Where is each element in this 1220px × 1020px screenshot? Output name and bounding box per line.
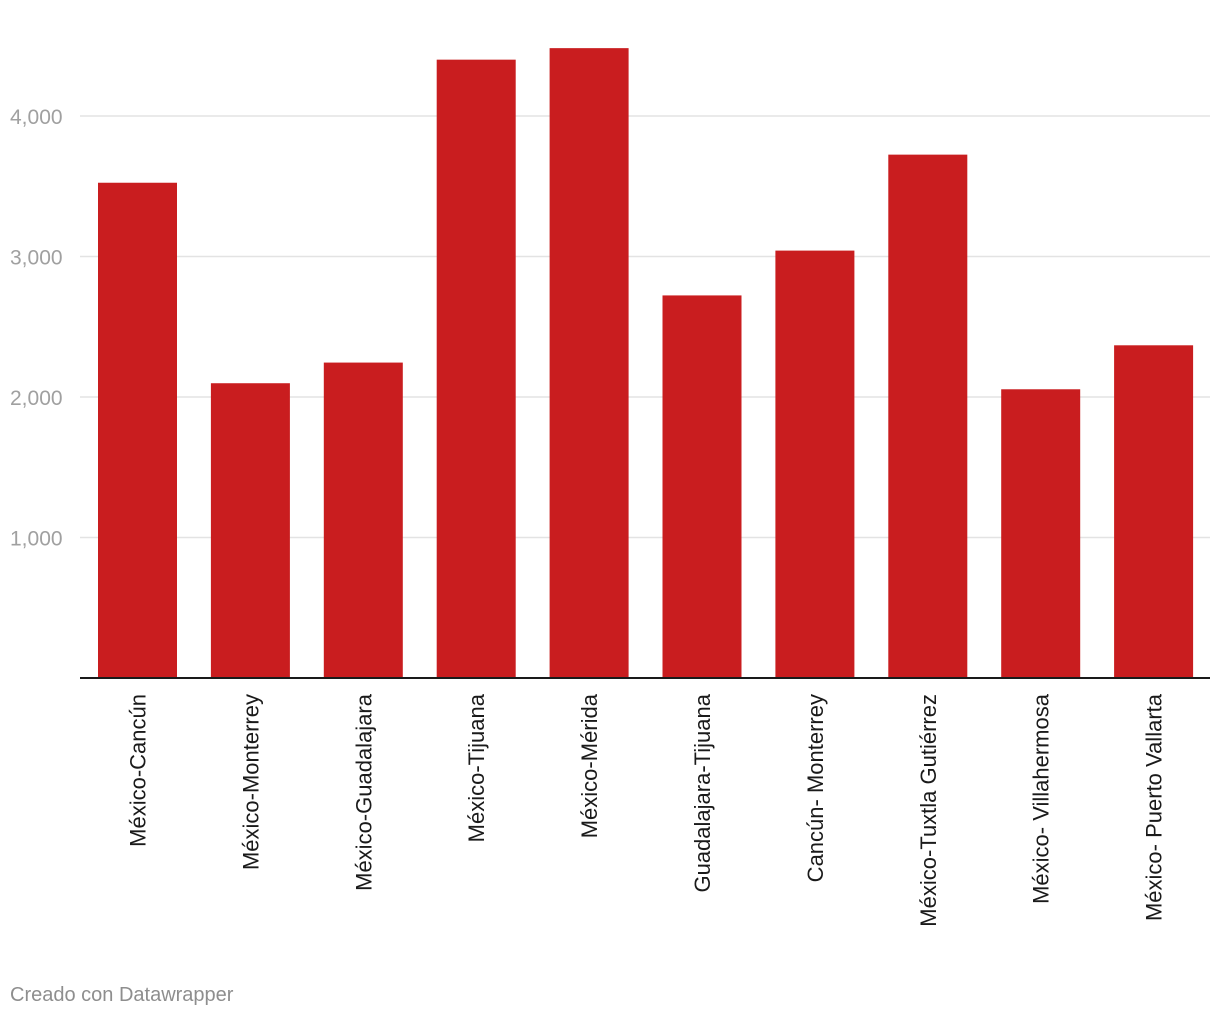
x-axis-tick-labels: México-Cancún México-Monterrey México-Guad…: [126, 693, 1167, 926]
x-tick-label: México-Cancún: [126, 694, 151, 847]
x-tick-label: Guadalajara-Tijuana: [690, 693, 715, 892]
bar: [323, 362, 403, 678]
bar: [1114, 345, 1194, 678]
x-tick-label: México-Mérida: [577, 693, 602, 838]
y-tick-label: 4,000: [10, 106, 63, 129]
bar: [1001, 389, 1081, 678]
x-tick-label: México- Puerto Vallarta: [1142, 693, 1167, 921]
bar: [436, 59, 516, 679]
x-tick-label: México-Monterrey: [238, 694, 263, 870]
bar: [662, 295, 742, 678]
y-tick-label: 1,000: [10, 528, 63, 551]
bars: [98, 48, 1194, 679]
y-axis-tick-labels: 1,000 2,000 3,000 4,000: [10, 106, 63, 551]
bar: [98, 182, 177, 679]
bar: [775, 250, 855, 678]
x-tick-label: México-Guadalajara: [351, 693, 376, 891]
datawrapper-credit: Creado con Datawrapper: [10, 984, 234, 1006]
y-tick-label: 3,000: [10, 247, 63, 270]
x-tick-label: México- Villahermosa: [1029, 693, 1054, 904]
x-tick-label: México-Tijuana: [464, 693, 489, 842]
bar: [549, 48, 629, 679]
bar: [210, 383, 290, 678]
y-tick-label: 2,000: [10, 387, 63, 410]
x-tick-label: Cancún- Monterrey: [803, 694, 828, 882]
bar: [888, 154, 968, 678]
x-tick-label: México-Tuxtla Gutiérrez: [916, 694, 941, 927]
